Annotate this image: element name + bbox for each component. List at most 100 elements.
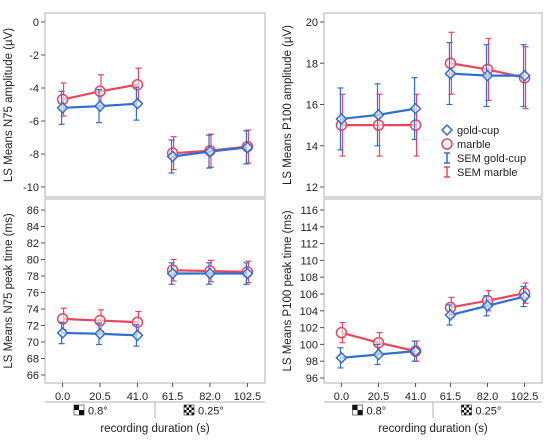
icon-cell [461,410,464,413]
y-tick-label: 84 [27,222,39,234]
x-tick-label: 61.5 [162,391,183,403]
y-axis-label: LS Means N75 peak time (ms) [3,213,15,368]
data-point-gold-cup [444,67,457,80]
icon-cell [191,412,194,415]
x-tick-label: 0.0 [334,391,349,403]
checkerboard-fine-icon [183,404,195,416]
icon-cell [464,412,467,415]
checkerboard-coarse-icon [352,404,363,416]
checkerboard-coarse-icon [73,404,85,416]
x-group-label: 0.25° [476,406,502,418]
icon-cell [186,412,189,415]
x-axis-label: recording duration (s) [378,423,487,435]
data-point-gold-cup [481,299,494,312]
series-gold-cup [56,262,254,347]
y-tick-label: 98 [306,356,318,368]
series-gold-cup [335,285,531,369]
x-tick-label: 41.0 [127,391,148,403]
x-axis-label: recording duration (s) [100,423,209,435]
x-tick-label: 41.0 [405,391,426,403]
y-tick-label: 14 [306,141,318,153]
x-tick-label: 61.5 [440,391,461,403]
data-point-marble [131,78,144,91]
data-point-gold-cup [335,112,348,125]
y-tick-label: -2 [29,50,39,62]
y-tick-label: 100 [300,339,318,351]
y-axis-label: LS Means P100 amplitude (µV) [282,25,294,185]
icon-cell [79,410,84,415]
y-tick-label: 82 [27,238,39,250]
legend-label: SEM gold-cup [457,153,526,165]
data-point-gold-cup [56,101,69,114]
y-tick-label: 72 [27,321,39,333]
y-tick-label: 112 [300,239,318,251]
panel-1: 0 -2 -4 -6 -8 -10 LS Means N75 amplitude (µV) [3,12,266,198]
y-tick-label: -10 [23,182,39,194]
data-point-marble [444,57,457,69]
icon-cell [186,407,189,410]
data-point-gold-cup [409,102,422,115]
x-tick-label: 102.5 [234,391,262,403]
data-point-gold-cup [131,329,144,342]
data-point-gold-cup [444,308,457,322]
data-point-gold-cup [241,141,254,154]
y-tick-label: 18 [306,58,318,70]
y-tick-label: 110 [300,255,318,267]
data-point-gold-cup [372,108,385,121]
y-tick-label: -8 [29,149,39,161]
data-point-marble [335,326,348,339]
x-tick-label: 0.0 [55,391,70,403]
data-point-marble [131,316,144,328]
x-tick-label: 20.5 [368,391,389,403]
icon-cell [184,410,187,413]
y-tick-label: -6 [29,116,39,128]
y-tick-label: 78 [27,271,39,283]
panel-3: 66 68 70 72 74 76 78 80 82 84 86 LS Means N75 peak … [3,198,266,435]
x-tick-label: 82.0 [477,391,498,403]
data-point-gold-cup [203,267,217,280]
y-tick-label: 102 [300,323,318,335]
y-tick-label: 16 [306,100,318,112]
x-group-label: 0.8° [88,406,108,418]
y-axis-label: LS Means N75 amplitude (µV) [3,28,15,182]
data-point-gold-cup [166,150,179,163]
series-gold-cup [335,42,531,151]
icon-cell [357,410,363,415]
x-group-label: 0.8° [367,406,387,418]
legend-label: marble [457,139,491,151]
icon-cell [461,405,464,408]
icon-cell [184,405,187,408]
icon-cell [189,405,192,408]
panel-4: 96 98 100 102 104 106 108 110 112 114 116 LS Means … [282,198,543,435]
y-tick-label: 68 [27,354,39,366]
data-point-gold-cup [93,327,107,340]
icon-cell [74,405,79,410]
x-tick-label: 20.5 [89,391,110,403]
data-point-gold-cup [241,267,254,280]
y-tick-label: 20 [306,17,318,29]
panel-frame [323,198,543,384]
y-tick-label: 70 [27,337,39,349]
data-point-marble [94,85,106,98]
data-point-marble [372,336,385,349]
icon-cell [464,407,467,410]
icon-cell [191,407,194,410]
data-point-marble [409,119,422,131]
icon-cell [466,410,469,413]
y-tick-label: 106 [300,289,318,301]
y-tick-label: 76 [27,288,39,300]
icon-cell [469,412,472,415]
legend-marker-circle [441,138,453,150]
y-tick-label: 80 [27,255,39,267]
data-point-marble [372,119,385,131]
data-point-gold-cup [518,69,531,82]
y-tick-label: 114 [300,222,318,234]
data-point-marble [94,314,106,327]
icon-cell [352,405,358,410]
legend-label: gold-cup [457,125,499,137]
panel-2: 12 14 16 18 20 LS Means P100 amplitude (µV) [282,12,543,198]
legend: gold-cup marble SEM gold-cup SEM marble [440,123,526,179]
x-group-label: 0.25° [198,406,224,418]
data-point-gold-cup [335,351,348,364]
